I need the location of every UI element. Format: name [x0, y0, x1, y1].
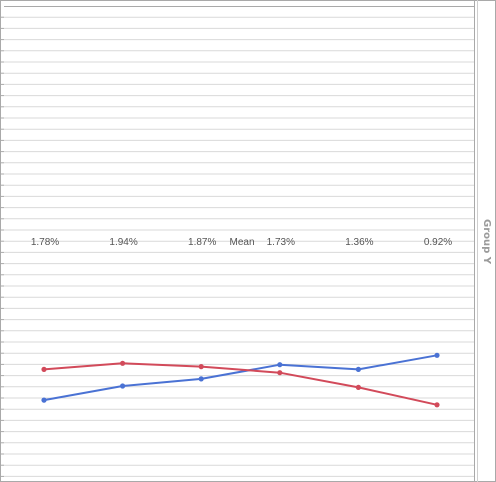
mean-value-label: 1.94%: [109, 237, 137, 248]
series-2-point: [277, 370, 283, 376]
mean-value-label: 1.87%: [188, 237, 216, 248]
series-1-point: [355, 366, 361, 372]
mean-value-label: 1.73%: [267, 237, 295, 248]
mean-row-label: Mean: [229, 237, 254, 248]
mean-value-label: 1.78%: [31, 237, 59, 248]
series-1-point: [198, 376, 204, 382]
series-2-point: [41, 366, 47, 372]
series-line-2: [43, 362, 438, 406]
series-1-point: [434, 352, 440, 358]
series-2-point: [120, 360, 126, 366]
mean-value-label: 0.92%: [424, 237, 452, 248]
series-1-point: [277, 362, 283, 368]
series-1-point: [120, 383, 126, 389]
series-2-point: [198, 364, 204, 370]
series-1-point: [41, 397, 47, 403]
series-line-1: [43, 354, 438, 402]
series-2-point: [355, 384, 361, 390]
mean-value-label: 1.36%: [345, 237, 373, 248]
group-y-label: Group Y: [480, 218, 492, 264]
series-2-point: [434, 402, 440, 408]
group-label: Group Y: [476, 0, 496, 482]
